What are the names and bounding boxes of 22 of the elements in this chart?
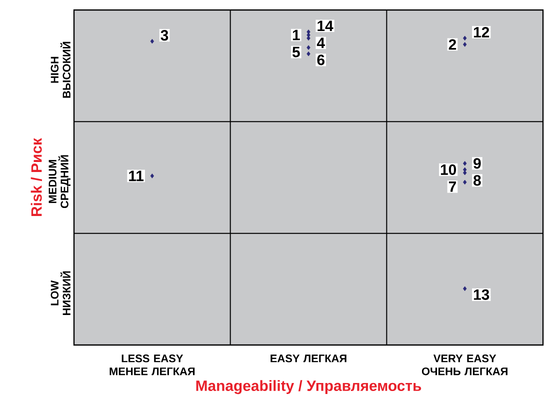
annotation: 8 xyxy=(474,175,481,186)
annotation: 3 xyxy=(160,30,168,41)
annotation: 2 xyxy=(448,39,456,50)
annotation: 12 xyxy=(474,26,490,38)
category-label: MEDIUM СРЕДНИЙ xyxy=(48,155,70,208)
annotation: 13 xyxy=(474,289,490,300)
y-axis-title: Risk / Риск xyxy=(30,138,42,216)
annotation: 6 xyxy=(317,54,324,66)
category-label: LOW НИЗКИЙ xyxy=(50,271,70,315)
x-axis-title: Manageability / Управляемость xyxy=(196,380,422,394)
annotation: 4 xyxy=(316,38,325,48)
annotation: 7 xyxy=(448,182,456,192)
annotation: 10 xyxy=(440,164,456,175)
annotation: 11 xyxy=(129,170,144,182)
x-tick-label: LESS EASY МЕНЕЕ ЛЕГКАЯ xyxy=(110,354,195,376)
x-tick-label: EASY ЛЕГКАЯ xyxy=(270,354,346,362)
category-label: HIGH ВЫСОКИЙ xyxy=(50,42,70,98)
annotation: 14 xyxy=(318,20,334,32)
annotation: 9 xyxy=(474,158,481,169)
annotation: 5 xyxy=(292,46,300,58)
x-tick-label: VERY EASY ОЧЕНЬ ЛЕГКАЯ xyxy=(422,354,508,376)
annotation: 1 xyxy=(292,30,300,40)
